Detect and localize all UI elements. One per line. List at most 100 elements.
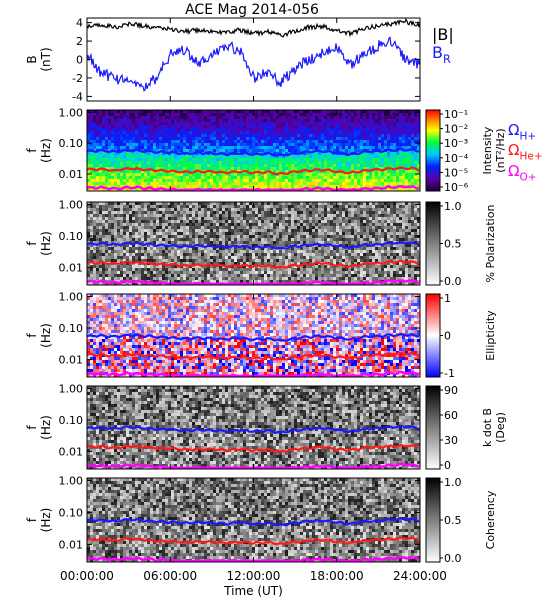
kdotb-yunit: (Hz) [39,415,53,440]
x-axis-label: Time (UT) [223,584,283,598]
field-ytick-label: 2 [76,35,83,48]
intensity-yunit: (Hz) [39,138,53,163]
field-yunit: (nT) [39,47,53,71]
polarization-colorbar [425,201,441,286]
intensity-ytick-label: 0.10 [59,137,84,150]
polarization-ytick-label: 1.00 [59,198,84,211]
kdotb-colorbar-tick-label: 0 [444,459,451,472]
polarization-ytick-label: 0.10 [59,230,84,243]
ellipticity-colorbar [425,293,441,378]
coherency-yunit: (Hz) [39,508,53,533]
panel-coherency: 1.0 0.5 0.0 Coherency 1.00 0.10 0.01 f (Hz) [25,475,497,565]
figure-title: ACE Mag 2014-056 [185,2,319,18]
coherency-ytick-label: 0.01 [59,538,84,551]
coherency-colorbar-tick-label: 0.0 [444,552,462,565]
intensity-legend-hplus-main: Ω [508,121,519,139]
intensity-legend-oplus: ΩO+ [508,162,537,184]
field-series-br-line [86,36,421,92]
field-frame [86,17,421,102]
field-ytick-label: -4 [72,90,83,103]
polarization-gyro-Heplus-line [86,259,420,270]
intensity-colorbar-tick-label: 10⁻⁶ [444,181,469,194]
polarization-colorbar-label: % Polarization [484,205,497,283]
polarization-colorbar-tick-label: 0.0 [444,275,462,288]
ellipticity-ytick-label: 1.00 [59,290,84,303]
field-legend-br-main: B [432,43,443,62]
ellipticity-colorbar-tick-label: 1 [444,292,451,305]
field-ytick-label: 0 [76,54,83,67]
ellipticity-colorbar-tick-label: -1 [444,367,455,380]
kdotb-colorbar-unit: (Deg) [494,412,507,443]
coherency-gyro-Heplus-line [86,536,420,546]
coherency-ylabel: f [25,517,39,522]
polarization-ylabel: f [25,241,39,246]
x-tick-label: 00:00:00 [60,569,114,583]
intensity-colorbar-unit: (nT²/Hz) [494,128,507,172]
x-tick-label: 06:00:00 [143,569,197,583]
x-tick-label: 18:00:00 [310,569,364,583]
intensity-gyro-Heplus-line [86,166,420,176]
coherency-colorbar-tick-label: 0.5 [444,514,462,527]
intensity-ytick-label: 0.01 [59,168,84,181]
intensity-legend-heplus: ΩHe+ [508,141,543,163]
kdotb-gyro-Heplus-line [86,443,420,453]
polarization-colorbar-tick-label: 0.5 [444,238,462,251]
intensity-ytick-label: 1.00 [59,106,84,119]
kdotb-ylabel: f [25,425,39,430]
kdotb-colorbar [425,385,441,470]
intensity-legend-oplus-main: Ω [508,162,519,180]
kdotb-colorbar-label: k dot B [481,408,494,447]
intensity-colorbar-tick-label: 10⁻⁵ [444,166,468,179]
kdotb-ytick-label: 0.10 [59,414,84,427]
ellipticity-ylabel: f [25,333,39,338]
ellipticity-spectrogram [87,294,420,377]
intensity-legend-oplus-sub: O+ [519,172,536,184]
intensity-colorbar-label: Intensity [481,126,494,174]
panel-kdotb: 90 60 30 0 k dot B (Deg) 1.00 0.10 0.01 f (Hz) [25,382,507,472]
coherency-spectrogram [87,478,420,562]
field-series-bmag-line [86,18,421,38]
intensity-colorbar-tick-label: 10⁻⁴ [444,152,469,165]
ellipticity-gyro-Heplus-line [86,351,420,361]
x-tick-label: 12:00:00 [227,569,281,583]
polarization-yunit: (Hz) [39,231,53,256]
coherency-colorbar [425,477,441,563]
ellipticity-ytick-label: 0.01 [59,354,84,367]
ellipticity-yunit: (Hz) [39,323,53,348]
coherency-ytick-label: 1.00 [59,475,84,488]
polarization-colorbar-tick-label: 1.0 [444,200,462,213]
field-legend-br-sub: R [443,53,451,66]
panel-ellipticity: 1 0 -1 Ellipticity 1.00 0.10 0.01 f (Hz) [25,290,497,380]
intensity-ylabel: f [25,148,39,153]
intensity-legend-heplus-sub: He+ [519,151,542,163]
field-ylabel: B [25,55,39,63]
field-ytick-label: 4 [76,17,83,30]
ellipticity-gyro-Hplus-line [86,332,420,342]
kdotb-colorbar-tick-label: 90 [444,384,458,397]
ellipticity-colorbar-label: Ellipticity [484,310,497,361]
panel-polarization: 1.0 0.5 0.0 % Polarization 1.00 0.10 0.01 f (Hz) [25,198,497,288]
kdotb-ytick-label: 0.01 [59,446,84,459]
intensity-gyro-Hplus-line [86,147,420,157]
panel-intensity: 10⁻¹ 10⁻²10⁻³ 10⁻⁴10⁻⁵ 10⁻⁶ Intensity (nT²/Hz… [25,106,543,194]
coherency-colorbar-label: Coherency [484,490,497,549]
field-legend-bmag: |B| [432,25,454,44]
ellipticity-colorbar-tick-label: 0 [444,330,451,343]
intensity-colorbar [425,109,441,192]
field-legend-br: BR [432,43,451,66]
polarization-gyro-Hplus-line [86,241,420,251]
intensity-legend-hplus: ΩH+ [508,121,536,143]
kdotb-gyro-Hplus-line [86,424,420,435]
coherency-ytick-label: 0.10 [59,506,84,519]
intensity-colorbar-tick-label: 10⁻¹ [444,108,468,121]
intensity-legend-heplus-main: Ω [508,141,519,159]
kdotb-colorbar-tick-label: 60 [444,409,458,422]
intensity-legend-hplus-sub: H+ [519,131,536,143]
coherency-colorbar-tick-label: 1.0 [444,476,462,489]
coherency-gyro-Hplus-line [86,516,420,527]
intensity-colorbar-tick-label: 10⁻³ [444,137,468,150]
polarization-ytick-label: 0.01 [59,262,84,275]
field-ytick-label: -2 [72,72,83,85]
